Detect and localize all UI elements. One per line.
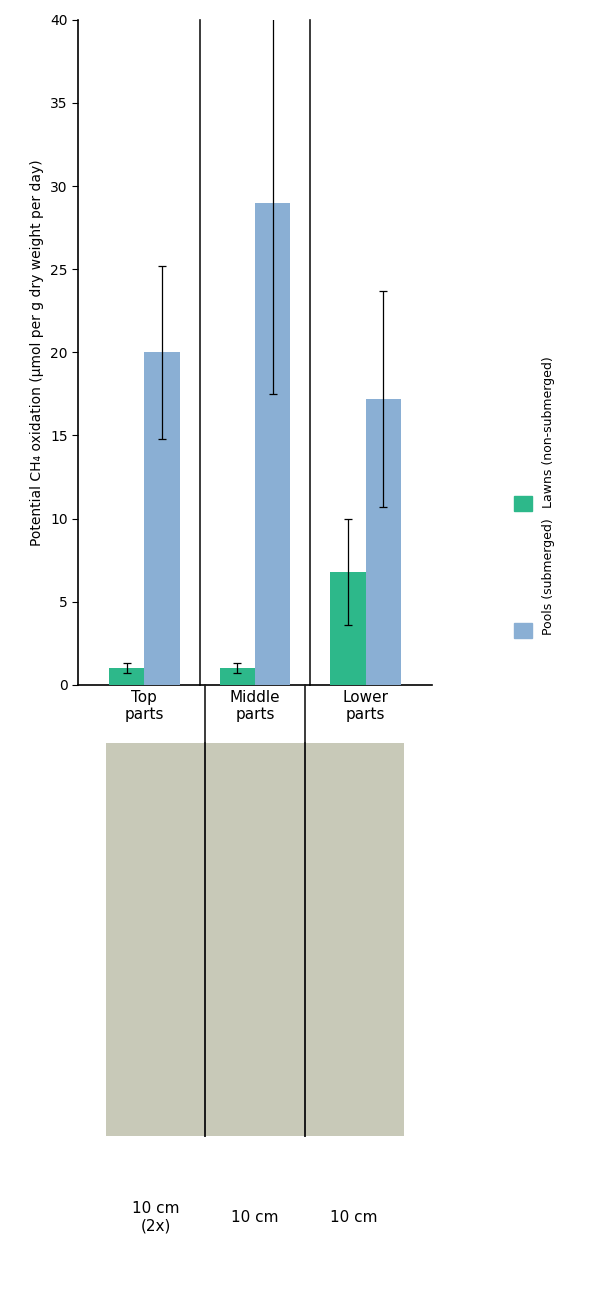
Bar xyxy=(255,203,290,684)
Bar xyxy=(330,572,365,684)
Bar xyxy=(109,669,145,684)
Text: 10 cm
(2x): 10 cm (2x) xyxy=(132,1202,179,1233)
Y-axis label: Potential CH₄ oxidation (μmol per g dry weight per day): Potential CH₄ oxidation (μmol per g dry … xyxy=(31,159,44,546)
Text: 10 cm: 10 cm xyxy=(231,1209,279,1225)
Bar xyxy=(220,669,255,684)
Bar xyxy=(145,353,180,684)
Bar xyxy=(106,742,404,1136)
Text: 10 cm: 10 cm xyxy=(331,1209,378,1225)
Bar xyxy=(365,399,401,684)
Legend: Lawns (non-submerged), Pools (submerged): Lawns (non-submerged), Pools (submerged) xyxy=(509,354,560,644)
